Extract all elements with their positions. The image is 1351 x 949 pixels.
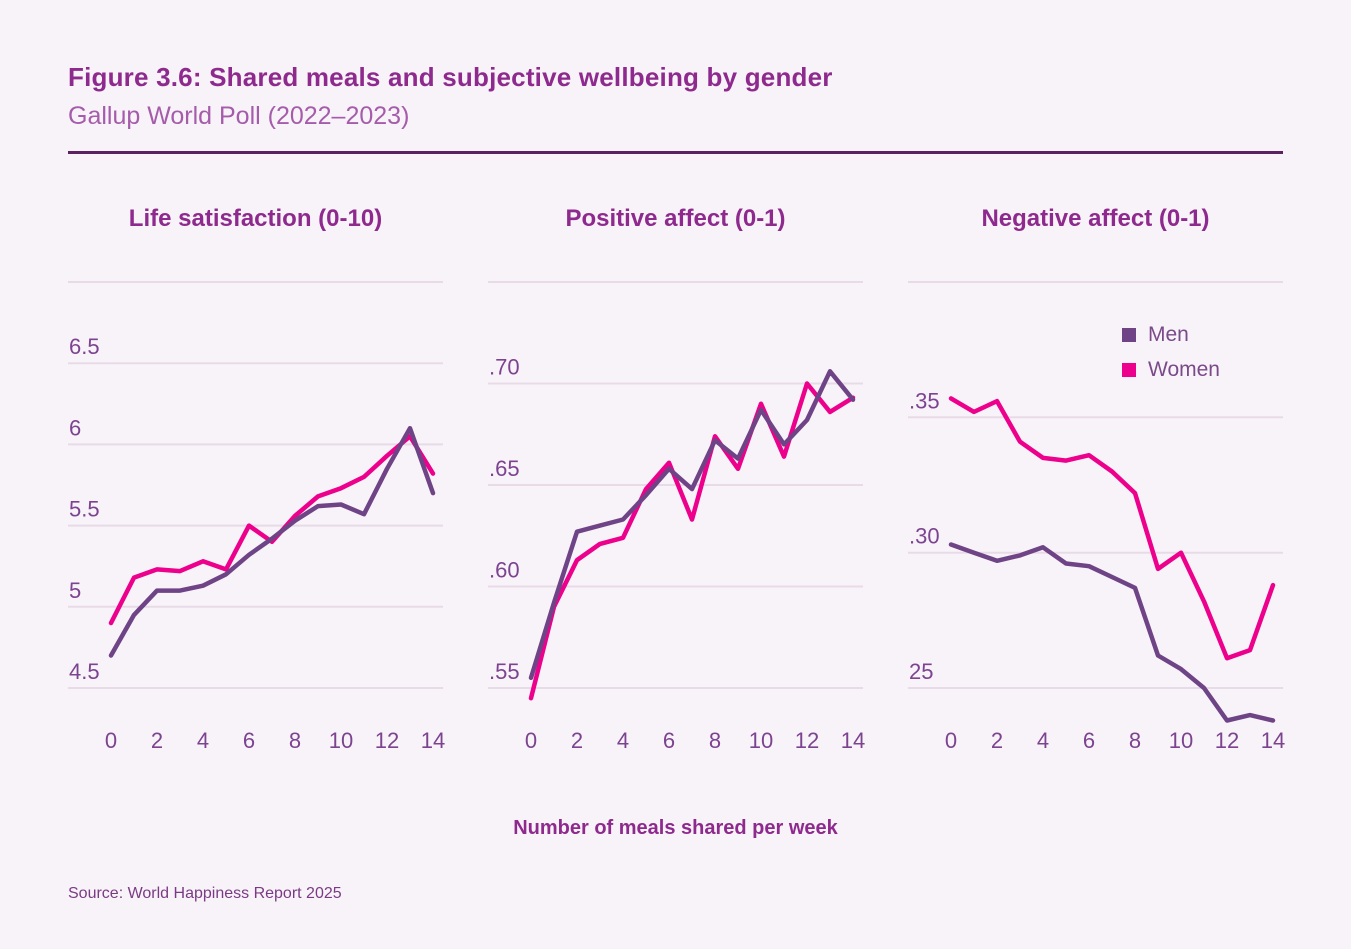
svg-text:12: 12 — [375, 728, 399, 753]
life-satisfaction-chart: 6.5 6 5.5 5 4.5 0 2 4 6 8 10 12 14 — [68, 281, 445, 753]
svg-text:0: 0 — [105, 728, 117, 753]
positive-affect-chart: .70 .65 .60 .55 0 2 4 6 8 10 12 14 — [488, 281, 865, 753]
svg-text:0: 0 — [525, 728, 537, 753]
x-axis-title: Number of meals shared per week — [513, 817, 838, 839]
svg-text:10: 10 — [329, 728, 353, 753]
svg-text:.35: .35 — [909, 388, 940, 413]
svg-text:6: 6 — [663, 728, 675, 753]
svg-text:0: 0 — [945, 728, 957, 753]
svg-text:2: 2 — [571, 728, 583, 753]
svg-text:12: 12 — [1215, 728, 1239, 753]
svg-text:5.5: 5.5 — [69, 497, 100, 522]
panel-title-negative-affect: Negative affect (0-1) — [981, 205, 1210, 232]
svg-text:6.5: 6.5 — [69, 334, 100, 359]
figure-subtitle: Gallup World Poll (2022–2023) — [68, 102, 410, 130]
legend-item-women: Women — [1122, 358, 1220, 382]
svg-text:12: 12 — [795, 728, 819, 753]
svg-text:4: 4 — [617, 728, 629, 753]
svg-text:2: 2 — [151, 728, 163, 753]
svg-text:8: 8 — [289, 728, 301, 753]
svg-text:4: 4 — [197, 728, 209, 753]
svg-text:5: 5 — [69, 578, 81, 603]
negative-affect-chart: .35 .30 25 0 2 4 6 8 10 12 14 — [908, 281, 1285, 753]
svg-text:.60: .60 — [489, 558, 520, 583]
figure-title: Figure 3.6: Shared meals and subjective … — [68, 62, 833, 92]
svg-text:.70: .70 — [489, 355, 520, 380]
svg-text:10: 10 — [1169, 728, 1193, 753]
svg-text:14: 14 — [1261, 728, 1285, 753]
svg-text:4.5: 4.5 — [69, 659, 100, 684]
svg-text:4: 4 — [1037, 728, 1049, 753]
panel-negative-affect: Negative affect (0-1) .35 .30 25 0 2 4 6 8 10 12 1… — [908, 205, 1285, 753]
women-legend-swatch-icon — [1122, 363, 1136, 377]
svg-text:25: 25 — [909, 659, 933, 684]
source-note: Source: World Happiness Report 2025 — [68, 885, 342, 902]
legend-label-women: Women — [1148, 358, 1220, 381]
panel-title-positive-affect: Positive affect (0-1) — [565, 205, 786, 232]
svg-text:8: 8 — [709, 728, 721, 753]
svg-text:.55: .55 — [489, 659, 520, 684]
title-divider-line — [68, 151, 1283, 154]
legend: Men Women — [1122, 323, 1220, 393]
svg-text:14: 14 — [841, 728, 865, 753]
svg-text:6: 6 — [1083, 728, 1095, 753]
men-legend-swatch-icon — [1122, 328, 1136, 342]
svg-text:.30: .30 — [909, 524, 940, 549]
svg-text:.65: .65 — [489, 456, 520, 481]
legend-label-men: Men — [1148, 323, 1189, 346]
svg-text:8: 8 — [1129, 728, 1141, 753]
panel-life-satisfaction: Life satisfaction (0-10) 6.5 6 5.5 5 4.5 0 2 4 6… — [68, 205, 445, 753]
svg-text:14: 14 — [421, 728, 445, 753]
svg-text:6: 6 — [243, 728, 255, 753]
panel-positive-affect: Positive affect (0-1) .70 .65 .60 .55 0 2 4 6 8 1… — [488, 205, 865, 753]
svg-text:10: 10 — [749, 728, 773, 753]
svg-text:6: 6 — [69, 415, 81, 440]
legend-item-men: Men — [1122, 323, 1220, 347]
svg-text:2: 2 — [991, 728, 1003, 753]
panel-title-life-satisfaction: Life satisfaction (0-10) — [128, 205, 383, 232]
